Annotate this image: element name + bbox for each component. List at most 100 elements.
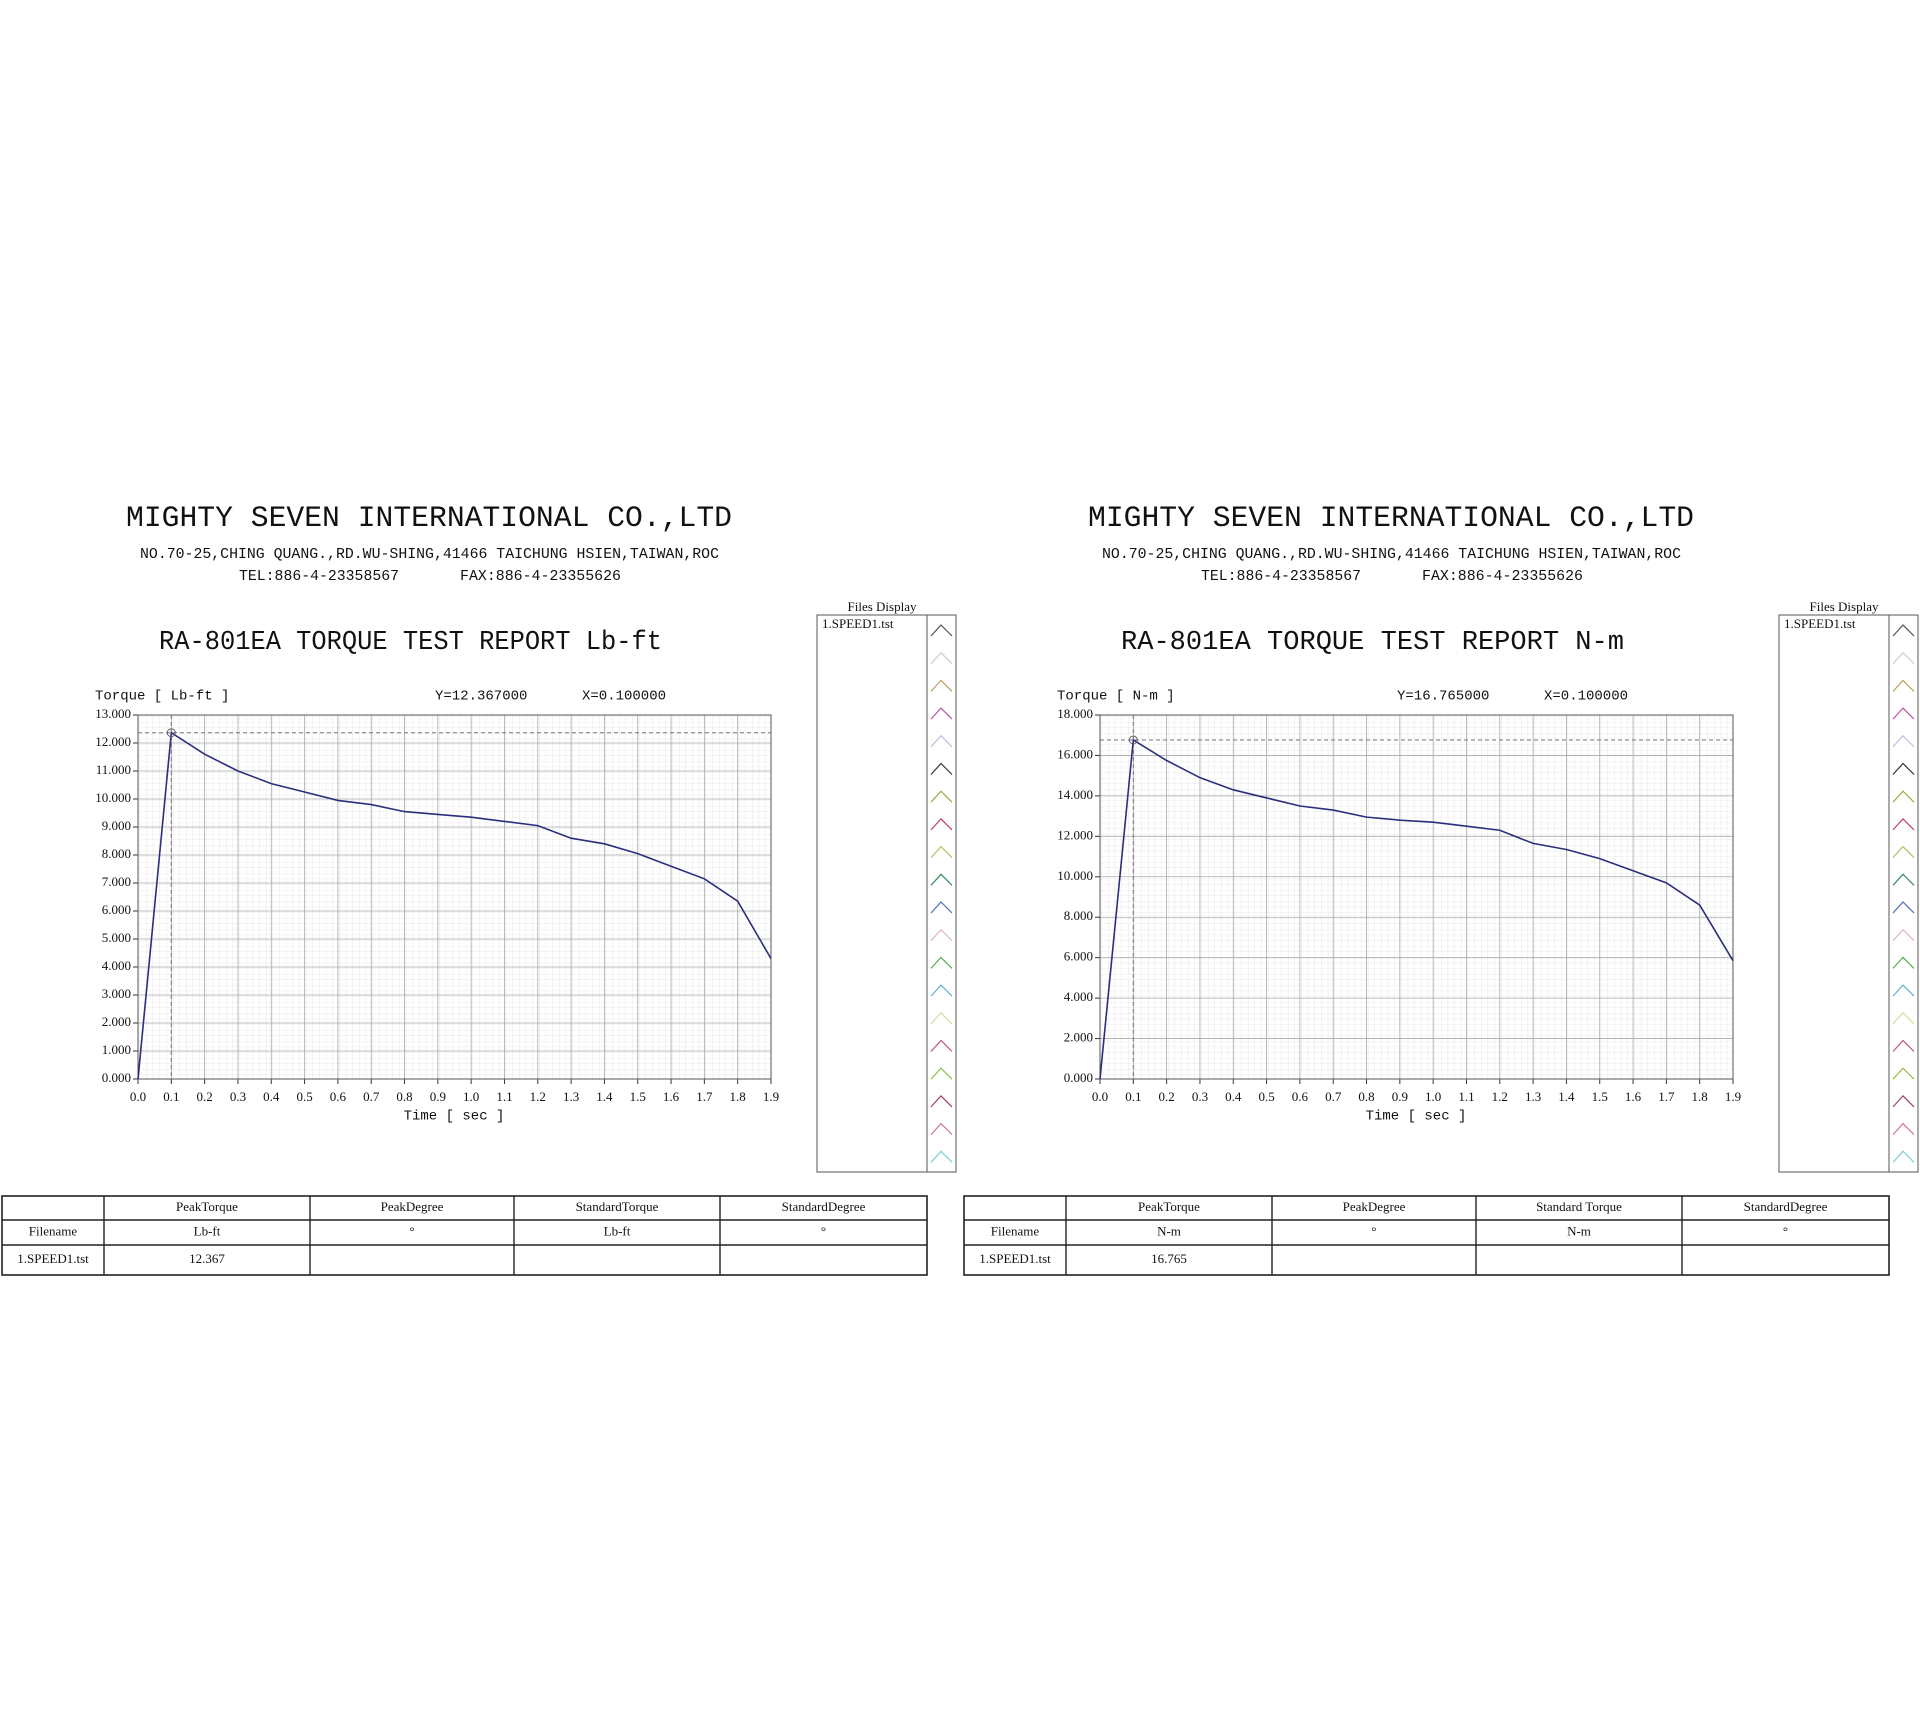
series-line [137,731,772,1080]
files-display-title: Files Display [1810,599,1879,614]
table-cell: 1.SPEED1.tst [979,1251,1051,1266]
chart-title: RA-801EA TORQUE TEST REPORT N-m [1121,628,1624,658]
color-swatch [1892,1067,1915,1080]
x-tick-label: 1.3 [1525,1089,1541,1104]
cursor-y: Y=16.765000 [1397,689,1489,705]
color-swatch [1892,707,1915,720]
color-swatch [930,762,953,775]
color-swatch [1892,956,1915,969]
table-cell: PeakTorque [176,1199,238,1214]
y-tick-label: 18.000 [1057,706,1093,721]
color-swatch [930,956,953,969]
color-swatch [1892,734,1915,748]
x-tick-label: 1.5 [630,1089,646,1104]
table-cell: Lb-ft [194,1223,221,1238]
legend-entry: 1.SPEED1.tst [822,616,894,631]
color-swatch [930,818,953,831]
color-swatch [1892,1011,1915,1025]
y-tick-label: 2.000 [1064,1030,1093,1045]
color-swatch [1892,1122,1915,1136]
color-swatch [930,1039,953,1052]
x-axis-label: Time [ sec ] [1366,1109,1467,1125]
color-swatch [1892,873,1915,886]
color-swatch [930,873,953,886]
files-display-title: Files Display [848,599,917,614]
plot-frame [1099,714,1734,1080]
x-tick-label: 0.5 [1258,1089,1274,1104]
x-tick-label: 0.1 [163,1089,179,1104]
table-cell: StandardTorque [576,1199,659,1214]
x-tick-label: 1.2 [530,1089,546,1104]
address: NO.70-25,CHING QUANG.,RD.WU-SHING,41466 … [1102,546,1681,563]
color-swatch [930,679,953,692]
y-tick-label: 0.000 [1064,1070,1093,1085]
table-cell: PeakTorque [1138,1199,1200,1214]
y-tick-label: 9.000 [102,818,131,833]
cursor-y: Y=12.367000 [435,689,527,705]
table-cell: ° [409,1223,414,1238]
peak-marker [1128,735,1138,745]
color-swatch [1892,762,1915,775]
table-cell: ° [821,1223,826,1238]
table-cell: N-m [1567,1223,1591,1238]
table-cell: 16.765 [1151,1251,1187,1266]
address: NO.70-25,CHING QUANG.,RD.WU-SHING,41466 … [140,546,719,563]
x-tick-label: 1.6 [1625,1089,1642,1104]
tel: TEL:886-4-23358567 [239,568,399,585]
x-tick-label: 1.9 [1725,1089,1741,1104]
color-swatch [1892,651,1915,665]
x-tick-label: 1.8 [730,1089,746,1104]
x-tick-label: 0.9 [1392,1089,1408,1104]
x-tick-label: 0.4 [1225,1089,1242,1104]
table-cell: StandardDegree [782,1199,866,1214]
y-tick-label: 12.000 [95,734,131,749]
y-tick-label: 12.000 [1057,827,1093,842]
color-swatch [930,1095,953,1108]
y-axis-label: Torque [ Lb-ft ] [95,689,229,705]
chart-title: RA-801EA TORQUE TEST REPORT Lb-ft [159,628,662,658]
y-tick-label: 5.000 [102,930,131,945]
y-tick-label: 0.000 [102,1070,131,1085]
table-cell: StandardDegree [1744,1199,1828,1214]
cursor-x: X=0.100000 [1544,689,1628,705]
table-cell: Filename [991,1223,1040,1238]
y-tick-label: 7.000 [102,874,131,889]
x-tick-label: 1.7 [1658,1089,1675,1104]
company-name: MIGHTY SEVEN INTERNATIONAL CO.,LTD [1088,502,1694,536]
y-tick-label: 16.000 [1057,746,1093,761]
color-swatch [930,1011,953,1025]
x-tick-label: 0.6 [330,1089,347,1104]
table-cell: Filename [29,1223,78,1238]
x-tick-label: 0.0 [1092,1089,1108,1104]
y-tick-label: 2.000 [102,1014,131,1029]
color-swatch [930,790,953,803]
x-tick-label: 0.5 [296,1089,312,1104]
x-tick-label: 1.9 [763,1089,779,1104]
x-tick-label: 0.8 [1358,1089,1374,1104]
x-tick-label: 0.2 [197,1089,213,1104]
table-cell: 12.367 [189,1251,225,1266]
y-tick-label: 3.000 [102,986,131,1001]
plot-background [138,715,771,1079]
color-swatch [1892,928,1915,942]
color-swatch [1892,1095,1915,1108]
y-tick-label: 10.000 [95,790,131,805]
x-tick-label: 1.7 [696,1089,713,1104]
table-cell: Lb-ft [604,1223,631,1238]
x-tick-label: 1.4 [596,1089,613,1104]
x-tick-label: 1.4 [1558,1089,1575,1104]
color-swatch [930,1150,953,1163]
color-swatch [930,1067,953,1080]
color-swatch [930,901,953,914]
color-swatch [1892,1150,1915,1163]
legend-entry: 1.SPEED1.tst [1784,616,1856,631]
color-swatch [1892,845,1915,859]
y-tick-label: 13.000 [95,706,131,721]
y-tick-label: 6.000 [102,902,131,917]
fax: FAX:886-4-23355626 [460,568,621,585]
color-swatch [930,651,953,665]
fax: FAX:886-4-23355626 [1422,568,1583,585]
color-swatch [1892,679,1915,692]
x-tick-label: 1.2 [1492,1089,1508,1104]
table-frame [1,1195,928,1276]
